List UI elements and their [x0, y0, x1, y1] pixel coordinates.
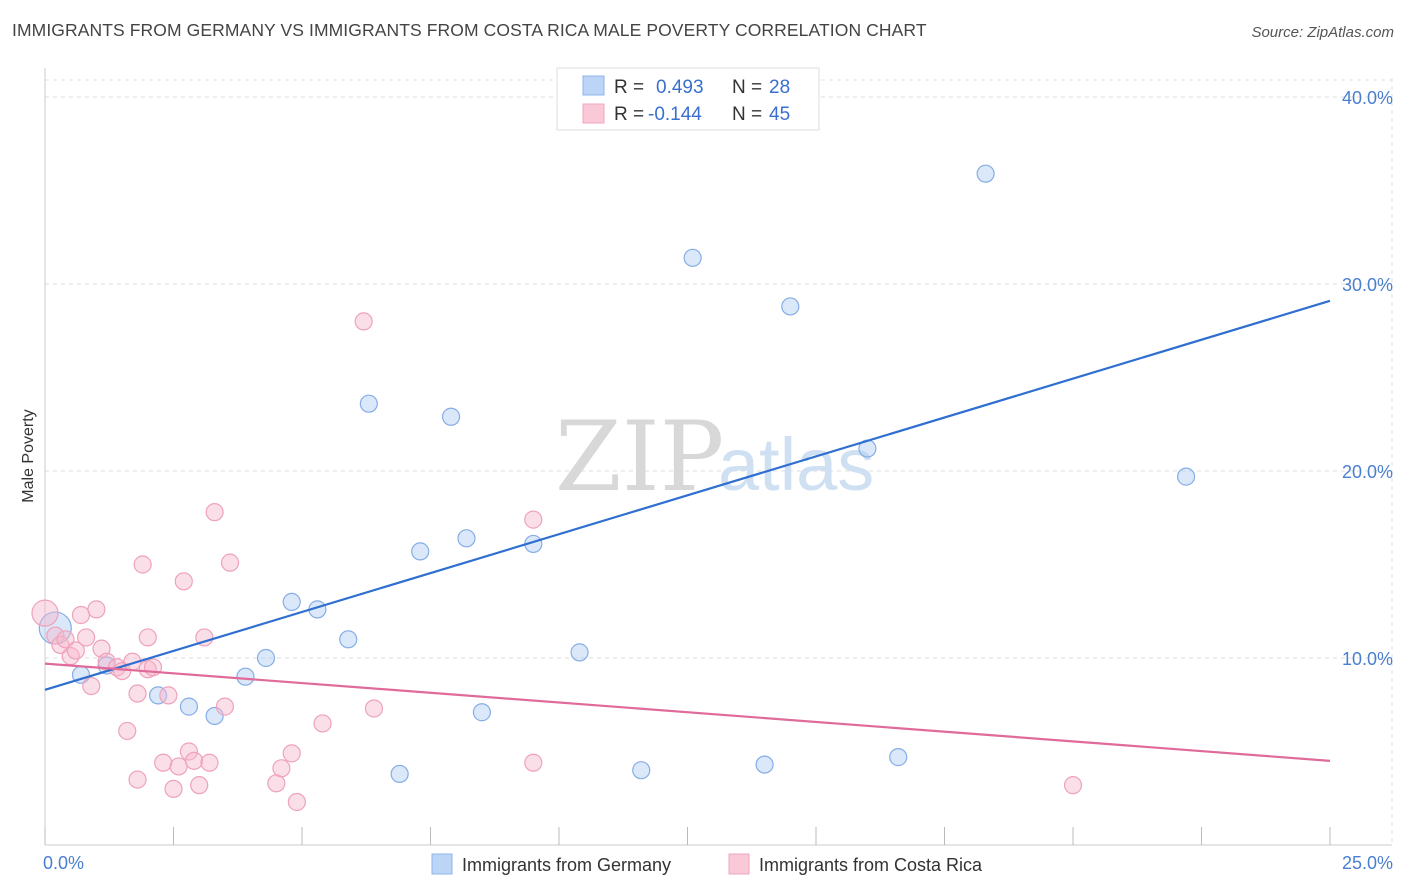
point-costa-rica-5 — [66, 641, 85, 660]
legend-n-label-germany: N = — [732, 77, 762, 98]
trend-lines — [44, 299, 1331, 762]
point-germany-11 — [359, 394, 378, 413]
y-tick-label-30: 30.0% — [1342, 275, 1393, 295]
point-germany-4 — [179, 697, 199, 716]
point-costa-rica-44 — [1063, 776, 1083, 795]
x-tick-label-min: 0.0% — [43, 853, 84, 873]
point-germany-26 — [976, 164, 995, 183]
point-costa-rica-26 — [174, 572, 193, 591]
trend-line-germany — [44, 299, 1331, 691]
point-costa-rica-29 — [190, 776, 209, 795]
y-tick-label-10: 10.0% — [1342, 649, 1393, 669]
point-costa-rica-9 — [87, 600, 106, 619]
data-points — [31, 104, 1196, 812]
legend-n-label-costa-rica: N = — [732, 104, 762, 125]
point-germany-21 — [683, 248, 702, 267]
point-costa-rica-22 — [154, 753, 173, 772]
source-label: Source: ZipAtlas.com — [1251, 24, 1394, 41]
point-germany-27 — [1176, 467, 1196, 486]
point-costa-rica-33 — [215, 697, 234, 716]
point-costa-rica-8 — [82, 676, 101, 696]
point-costa-rica-23 — [159, 686, 178, 705]
y-tick-label-20: 20.0% — [1342, 462, 1393, 482]
legend-r-label-germany: R = — [614, 77, 644, 98]
point-germany-23 — [781, 297, 800, 316]
point-germany-10 — [339, 630, 358, 649]
point-costa-rica-24 — [164, 779, 183, 799]
point-costa-rica-3 — [56, 630, 75, 649]
point-costa-rica-16 — [128, 684, 147, 703]
point-costa-rica-14 — [118, 721, 137, 741]
x-tick-label-max: 25.0% — [1342, 853, 1393, 873]
legend-n-costa-rica: 45 — [769, 104, 790, 125]
legend-stats: R = 0.493 N = 28 R = -0.144 N = 45 — [556, 67, 820, 131]
legend-r-label-costa-rica: R = — [614, 104, 644, 125]
x-tick-labels: 0.0% 25.0% — [43, 853, 1393, 873]
watermark-atlas: atlas — [718, 423, 874, 506]
point-germany-6 — [236, 667, 255, 686]
y-tick-labels: 10.0% 20.0% 30.0% 40.0% — [1342, 88, 1393, 669]
point-costa-rica-25 — [169, 757, 188, 776]
point-germany-8 — [282, 592, 301, 612]
point-costa-rica-1 — [46, 626, 65, 645]
point-costa-rica-39 — [313, 714, 332, 733]
point-germany-15 — [457, 529, 476, 548]
point-costa-rica-28 — [184, 751, 204, 770]
point-costa-rica-6 — [71, 605, 91, 625]
bottom-legend-costa-rica: Immigrants from Costa Rica — [759, 855, 983, 875]
point-costa-rica-18 — [133, 555, 152, 574]
point-costa-rica-41 — [364, 699, 384, 718]
legend-swatch-germany — [582, 75, 605, 96]
point-costa-rica-0 — [31, 599, 59, 627]
trend-line-costa-rica — [44, 662, 1331, 762]
chart-title: IMMIGRANTS FROM GERMANY VS IMMIGRANTS FR… — [12, 20, 927, 40]
point-costa-rica-17 — [128, 770, 147, 789]
point-germany-16 — [472, 703, 491, 722]
watermark: ZIP atlas — [555, 401, 874, 513]
axes — [44, 68, 1392, 846]
point-costa-rica-42 — [524, 510, 543, 529]
point-germany-13 — [411, 542, 430, 561]
point-germany-25 — [889, 748, 908, 767]
legend-n-germany: 28 — [769, 77, 790, 98]
point-germany-5 — [205, 706, 224, 726]
bottom-legend-swatch-costa-rica — [728, 853, 750, 875]
point-costa-rica-31 — [200, 753, 219, 772]
y-axis-label: Male Poverty — [20, 409, 37, 502]
point-costa-rica-27 — [179, 742, 199, 761]
legend-swatch-costa-rica — [582, 103, 605, 124]
legend-series: Immigrants from Germany Immigrants from … — [431, 853, 983, 875]
point-germany-3 — [148, 686, 168, 705]
bottom-legend-swatch-germany — [431, 853, 453, 875]
point-costa-rica-20 — [138, 628, 157, 647]
point-germany-14 — [441, 407, 461, 426]
point-germany-22 — [755, 755, 774, 774]
y-tick-label-40: 40.0% — [1342, 88, 1393, 108]
point-germany-20 — [632, 761, 651, 780]
point-costa-rica-7 — [77, 628, 96, 647]
point-germany-12 — [390, 764, 409, 784]
legend-r-germany: 0.493 — [656, 77, 704, 98]
point-germany-18 — [570, 643, 589, 662]
point-costa-rica-34 — [220, 553, 240, 572]
point-costa-rica-32 — [205, 503, 224, 522]
point-costa-rica-36 — [272, 759, 291, 778]
point-costa-rica-38 — [287, 792, 306, 812]
point-costa-rica-43 — [524, 753, 543, 772]
bottom-legend-germany: Immigrants from Germany — [462, 855, 671, 875]
point-costa-rica-30 — [195, 628, 214, 647]
watermark-zip: ZIP — [555, 401, 724, 513]
point-costa-rica-40 — [354, 312, 373, 331]
point-costa-rica-37 — [282, 744, 301, 763]
legend-r-costa-rica: -0.144 — [648, 104, 702, 125]
point-germany-7 — [256, 648, 276, 668]
